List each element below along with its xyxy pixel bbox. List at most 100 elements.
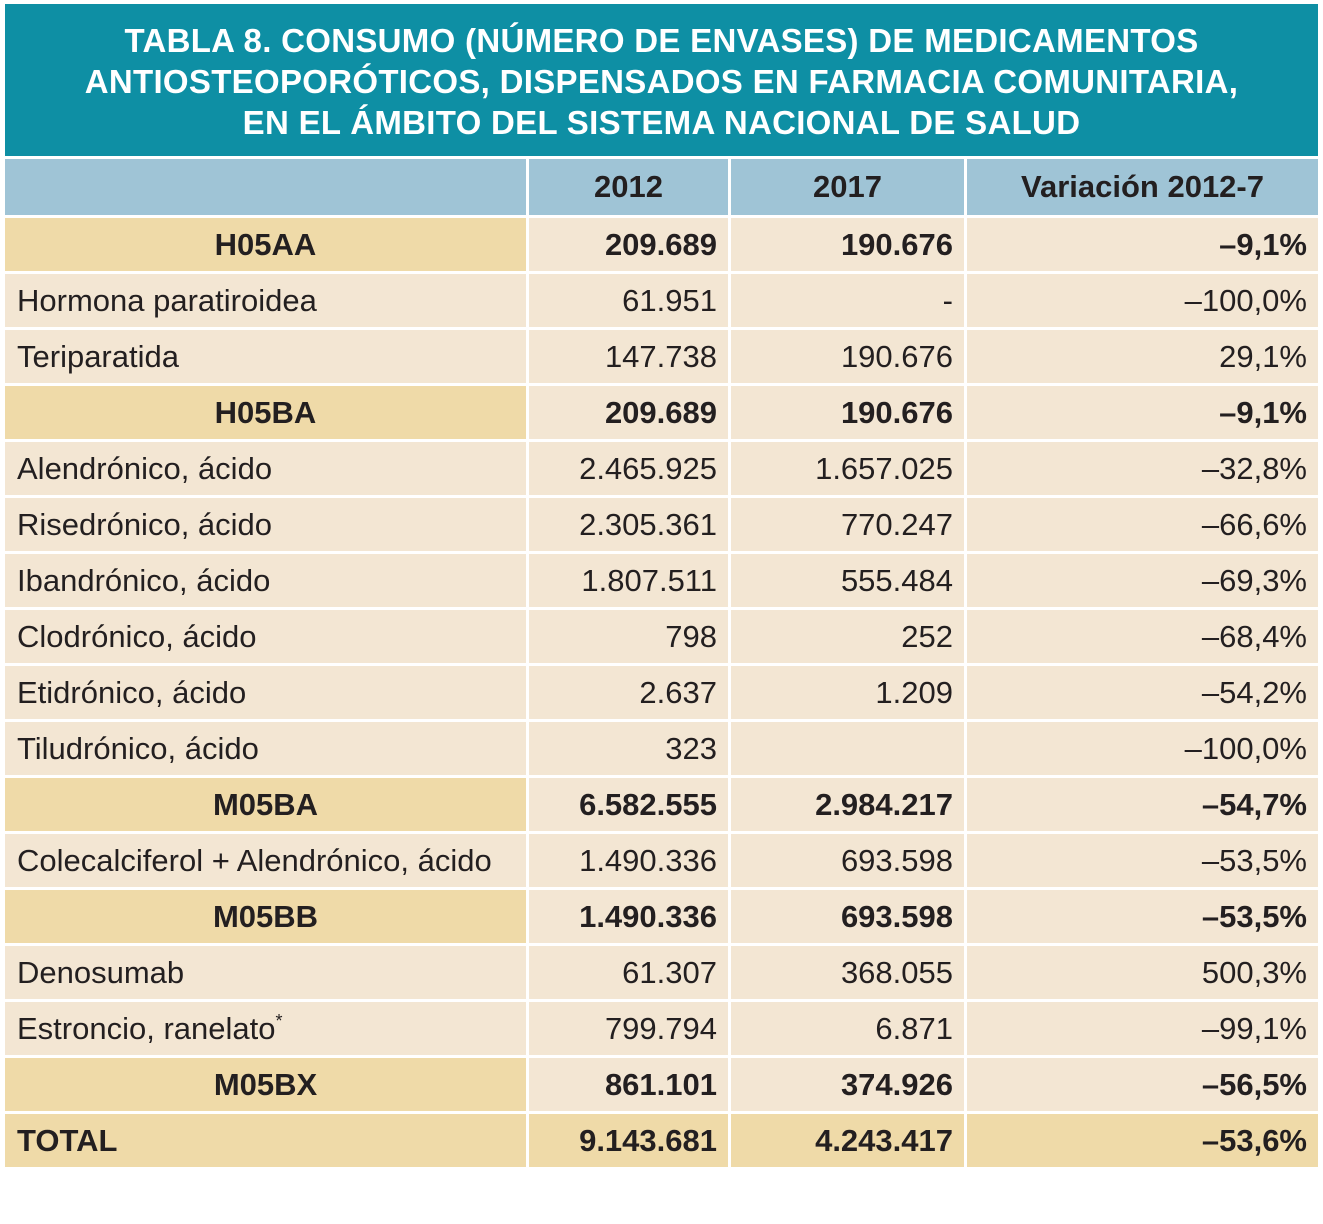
- value-variation: –9,1%: [967, 215, 1318, 271]
- table-row: Clodrónico, ácido 798 252 –68,4%: [5, 607, 1318, 663]
- row-label-text: TOTAL: [17, 1122, 118, 1158]
- value-2017: 252: [731, 607, 967, 663]
- total-row: TOTAL 9.143.681 4.243.417 –53,6%: [5, 1111, 1318, 1167]
- value-2017: 555.484: [731, 551, 967, 607]
- value-2017: [731, 719, 967, 775]
- value-2012: 861.101: [529, 1055, 731, 1111]
- title-line-3: EN EL ÁMBITO DEL SISTEMA NACIONAL DE SAL…: [242, 104, 1081, 141]
- value-2017: 1.657.025: [731, 439, 967, 495]
- table-row: Estroncio, ranelato* 799.794 6.871 –99,1%: [5, 999, 1318, 1055]
- title-line-2: ANTIOSTEOPORÓTICOS, DISPENSADOS EN FARMA…: [84, 63, 1239, 100]
- row-label-text: Colecalciferol + Alendrónico, ácido: [17, 842, 492, 878]
- value-2017: 4.243.417: [731, 1111, 967, 1167]
- row-label: H05BA: [5, 383, 529, 439]
- value-2017: 190.676: [731, 215, 967, 271]
- table-row: Risedrónico, ácido 2.305.361 770.247 –66,6%: [5, 495, 1318, 551]
- row-label-text: Risedrónico, ácido: [17, 506, 273, 542]
- row-label: Etidrónico, ácido: [5, 663, 529, 719]
- value-2012: 6.582.555: [529, 775, 731, 831]
- value-variation: –53,6%: [967, 1111, 1318, 1167]
- value-variation: –69,3%: [967, 551, 1318, 607]
- row-label-text: Teriparatida: [17, 338, 179, 374]
- value-2012: 209.689: [529, 383, 731, 439]
- value-variation: –68,4%: [967, 607, 1318, 663]
- row-label-text: M05BA: [212, 786, 319, 822]
- value-variation: –66,6%: [967, 495, 1318, 551]
- table-row: Denosumab 61.307 368.055 500,3%: [5, 943, 1318, 999]
- group-row: M05BB 1.490.336 693.598 –53,5%: [5, 887, 1318, 943]
- value-2012: 147.738: [529, 327, 731, 383]
- table-row: Teriparatida 147.738 190.676 29,1%: [5, 327, 1318, 383]
- value-variation: –100,0%: [967, 271, 1318, 327]
- row-label: Risedrónico, ácido: [5, 495, 529, 551]
- value-2017: 693.598: [731, 831, 967, 887]
- value-variation: –53,5%: [967, 831, 1318, 887]
- value-variation: –9,1%: [967, 383, 1318, 439]
- consumption-table: 2012 2017 Variación 2012-7 H05AA 209.689 1…: [5, 156, 1318, 1167]
- table-row: Etidrónico, ácido 2.637 1.209 –54,2%: [5, 663, 1318, 719]
- value-2012: 1.490.336: [529, 831, 731, 887]
- row-label: Hormona paratiroidea: [5, 271, 529, 327]
- value-2012: 61.951: [529, 271, 731, 327]
- header-name: [5, 156, 529, 215]
- row-label: Alendrónico, ácido: [5, 439, 529, 495]
- value-variation: –99,1%: [967, 999, 1318, 1055]
- row-label-text: Tiludrónico, ácido: [17, 730, 259, 766]
- group-row: H05AA 209.689 190.676 –9,1%: [5, 215, 1318, 271]
- row-label-text: Hormona paratiroidea: [17, 282, 317, 318]
- row-label-text: Etidrónico, ácido: [17, 674, 247, 710]
- group-row: H05BA 209.689 190.676 –9,1%: [5, 383, 1318, 439]
- value-2017: 368.055: [731, 943, 967, 999]
- row-label: Clodrónico, ácido: [5, 607, 529, 663]
- value-variation: 29,1%: [967, 327, 1318, 383]
- table-row: Alendrónico, ácido 2.465.925 1.657.025 –32,…: [5, 439, 1318, 495]
- row-label-text: M05BX: [213, 1066, 318, 1102]
- row-label: H05AA: [5, 215, 529, 271]
- row-label-text: Ibandrónico, ácido: [17, 562, 271, 598]
- value-variation: –53,5%: [967, 887, 1318, 943]
- value-2012: 9.143.681: [529, 1111, 731, 1167]
- row-label-text: Alendrónico, ácido: [17, 450, 273, 486]
- group-row: M05BX 861.101 374.926 –56,5%: [5, 1055, 1318, 1111]
- row-label-text: Estroncio, ranelato: [17, 1010, 276, 1046]
- value-2012: 2.305.361: [529, 495, 731, 551]
- header-row: 2012 2017 Variación 2012-7: [5, 156, 1318, 215]
- row-label: Teriparatida: [5, 327, 529, 383]
- value-variation: –54,2%: [967, 663, 1318, 719]
- value-2012: 323: [529, 719, 731, 775]
- row-label-text: M05BB: [212, 898, 319, 934]
- header-2012: 2012: [529, 156, 731, 215]
- row-label: Ibandrónico, ácido: [5, 551, 529, 607]
- value-2012: 2.637: [529, 663, 731, 719]
- value-2017: 770.247: [731, 495, 967, 551]
- row-label-text: Denosumab: [17, 954, 185, 990]
- footnote-marker: *: [275, 1010, 283, 1031]
- value-2012: 209.689: [529, 215, 731, 271]
- row-label: M05BX: [5, 1055, 529, 1111]
- row-label: M05BA: [5, 775, 529, 831]
- value-2017: 6.871: [731, 999, 967, 1055]
- value-2012: 61.307: [529, 943, 731, 999]
- value-2012: 799.794: [529, 999, 731, 1055]
- value-2012: 1.490.336: [529, 887, 731, 943]
- row-label-text: H05AA: [214, 226, 317, 262]
- row-label: M05BB: [5, 887, 529, 943]
- value-2017: 693.598: [731, 887, 967, 943]
- table-row: Tiludrónico, ácido 323 –100,0%: [5, 719, 1318, 775]
- value-variation: –56,5%: [967, 1055, 1318, 1111]
- table-row: Colecalciferol + Alendrónico, ácido 1.490…: [5, 831, 1318, 887]
- row-label: Tiludrónico, ácido: [5, 719, 529, 775]
- row-label: Estroncio, ranelato*: [5, 999, 529, 1055]
- value-2017: 2.984.217: [731, 775, 967, 831]
- header-2017: 2017: [731, 156, 967, 215]
- value-2012: 2.465.925: [529, 439, 731, 495]
- group-row: M05BA 6.582.555 2.984.217 –54,7%: [5, 775, 1318, 831]
- row-label: TOTAL: [5, 1111, 529, 1167]
- title-line-1: TABLA 8. CONSUMO (NÚMERO DE ENVASES) DE …: [124, 22, 1199, 59]
- value-variation: –100,0%: [967, 719, 1318, 775]
- row-label-text: Clodrónico, ácido: [17, 618, 257, 654]
- table-row: Ibandrónico, ácido 1.807.511 555.484 –69,3%: [5, 551, 1318, 607]
- table-row: Hormona paratiroidea 61.951- –100,0%: [5, 271, 1318, 327]
- value-2017: 190.676: [731, 327, 967, 383]
- value-2017: 190.676: [731, 383, 967, 439]
